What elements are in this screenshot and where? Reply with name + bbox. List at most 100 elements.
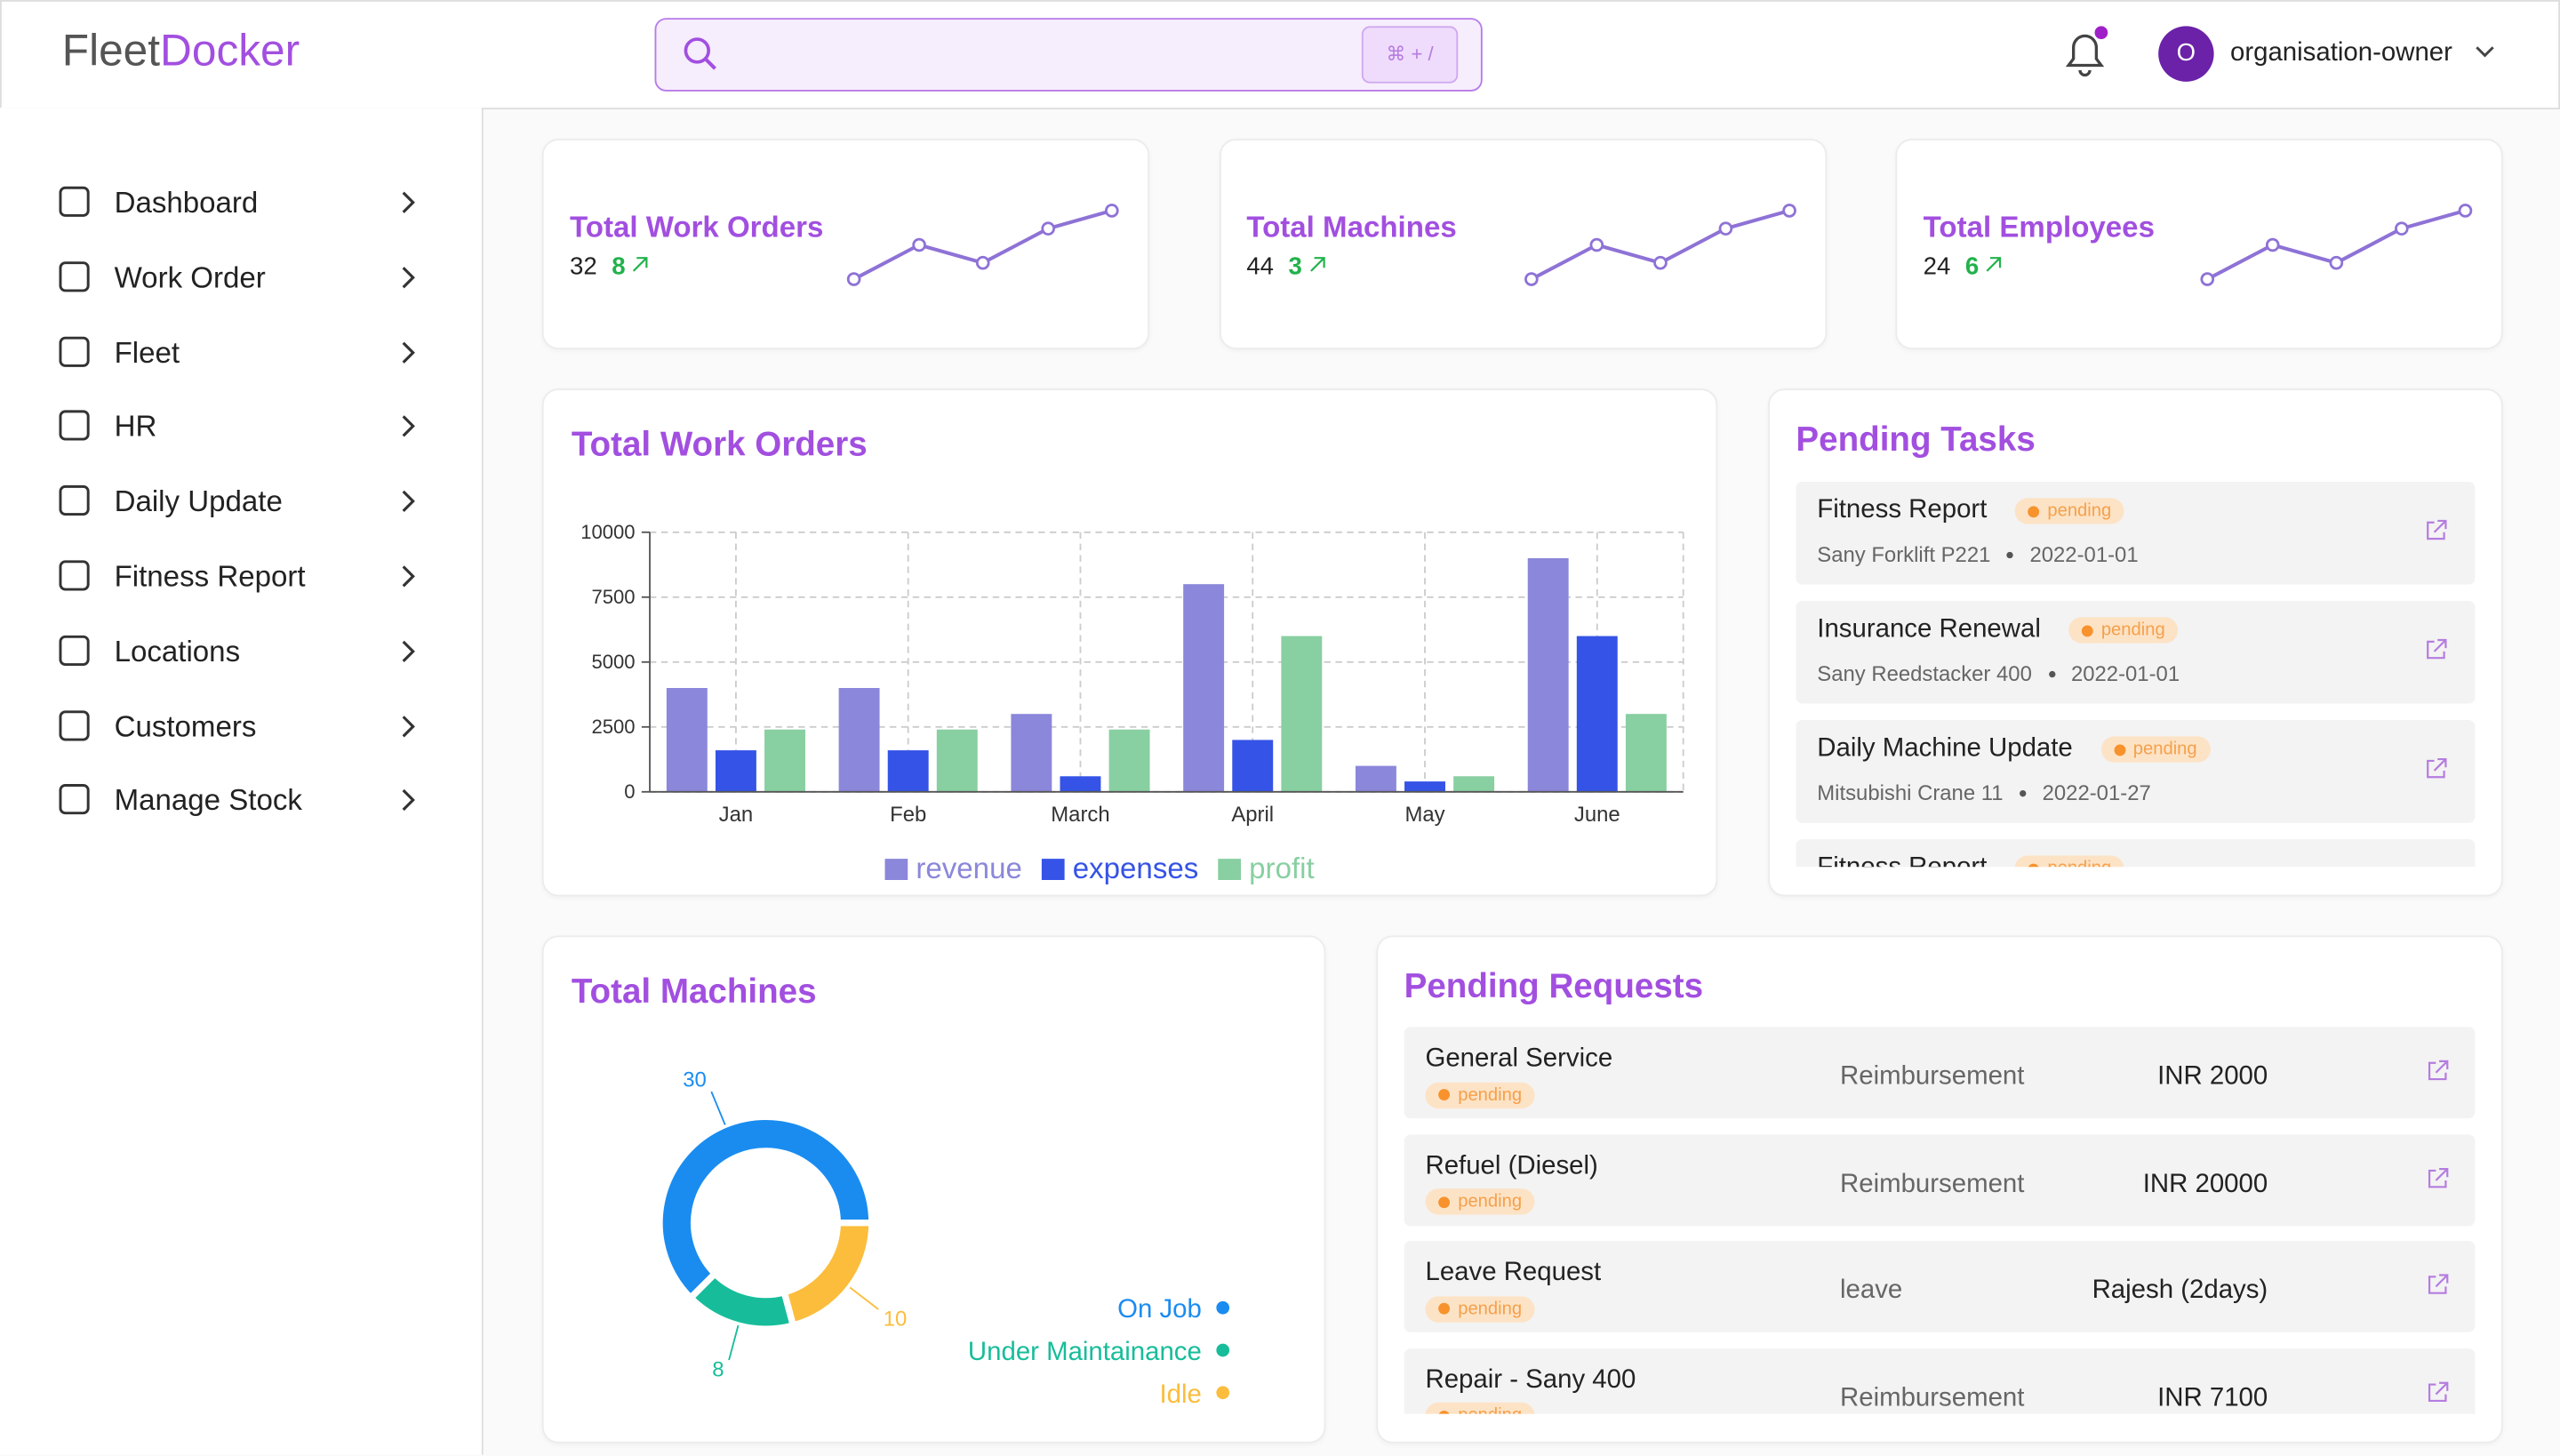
icon	[2428, 1060, 2449, 1081]
nav-icon	[59, 784, 90, 815]
y-tick-label: 2500	[591, 716, 635, 738]
nav-label: HR	[114, 410, 157, 444]
open-link[interactable]	[2426, 1274, 2449, 1297]
donut-chart-card: Total Machines 30 8 10 On Job Under Maintaina…	[541, 935, 1326, 1444]
nav-label: Locations	[114, 635, 241, 668]
sparkline-dot	[2329, 255, 2344, 270]
legend-label: profit	[1249, 852, 1314, 885]
nav-label: Customers	[114, 709, 257, 742]
arrow	[1309, 257, 1324, 272]
stat-card: Total Machines 44 3	[1219, 139, 1827, 350]
nav-item[interactable]: Fleet	[49, 332, 433, 375]
bar	[1232, 740, 1274, 792]
status-badge: pending	[2014, 855, 2124, 868]
pending-tasks-card: Pending Tasks Fitness Report pending Sany …	[1768, 388, 2503, 897]
icon-shape	[59, 784, 90, 815]
request-amount: Rajesh (2days)	[2092, 1276, 2268, 1305]
sidebar	[0, 108, 484, 1455]
task-date: 2022-01-01	[2070, 660, 2180, 686]
stat-card: Total Work Orders 32 8	[541, 139, 1150, 350]
sparkline-dot	[1781, 204, 1796, 218]
open-link[interactable]	[2425, 757, 2448, 780]
nav-chevron	[402, 415, 415, 438]
sparkline-dot	[1717, 221, 1732, 236]
stat-change: 3	[1288, 252, 1302, 281]
nav-item[interactable]: Locations	[49, 631, 433, 674]
sparkline-dot	[1652, 255, 1667, 270]
sparkline	[846, 204, 1119, 286]
icon	[2427, 757, 2447, 779]
nav-item[interactable]: Manage Stock	[49, 781, 433, 824]
donut-slice	[780, 1220, 876, 1330]
search-icon	[684, 37, 716, 70]
nav-label: Daily Update	[114, 484, 283, 518]
nav-item[interactable]: Dashboard	[49, 183, 433, 226]
avatar[interactable]: O	[2158, 26, 2214, 82]
legend-label: expenses	[1073, 852, 1198, 885]
chevron	[402, 491, 415, 513]
leader-line	[710, 1091, 726, 1125]
x-tick-label: April	[1231, 803, 1274, 827]
status-badge: pending	[1425, 1188, 1535, 1215]
status-badge-wrap: pending	[1425, 1186, 1535, 1215]
open-link[interactable]	[2426, 1060, 2449, 1083]
request-type: leave	[1840, 1276, 1903, 1305]
chart-title: Total Machines	[572, 972, 817, 1011]
open-link[interactable]	[2426, 1380, 2449, 1404]
user-menu-chevron[interactable]	[2474, 44, 2497, 60]
bar	[1183, 584, 1225, 792]
separator-dot	[2006, 550, 2014, 558]
data-label: 8	[712, 1357, 724, 1381]
nav-item[interactable]: Work Order	[49, 258, 433, 300]
icon-shape	[59, 560, 90, 591]
sparkline-dot	[2458, 204, 2473, 218]
status-badge-wrap: pending	[1425, 1293, 1535, 1323]
notification-bell[interactable]	[2060, 23, 2116, 82]
nav-item[interactable]: Customers	[49, 707, 433, 749]
nav-chevron	[402, 340, 415, 364]
nav-item[interactable]: Daily Update	[49, 482, 433, 524]
card-title: Pending Tasks	[1796, 420, 2036, 460]
y-tick-label: 7500	[591, 586, 635, 608]
nav-label: Dashboard	[114, 186, 259, 220]
sparkline-dot	[1524, 272, 1538, 286]
open-link[interactable]	[2425, 519, 2448, 542]
bar	[1576, 636, 1618, 792]
bar	[1527, 557, 1569, 792]
chevron	[402, 715, 415, 737]
nav-item[interactable]: HR	[49, 407, 433, 450]
bar-chart: Total Work Orders 0 2500 5000 7500 10000 Jan Fe…	[572, 425, 1684, 885]
chevron	[402, 415, 415, 438]
nav-label: Fitness Report	[114, 560, 306, 593]
legend-swatch	[1041, 859, 1065, 881]
leader-line	[849, 1286, 879, 1310]
status-badge: pending	[1425, 1081, 1535, 1108]
legend-label: Under Maintainance	[968, 1337, 1202, 1366]
task-sub: Mitsubishi Crane 11 2022-01-27	[1817, 780, 2150, 805]
icon-shape	[59, 485, 90, 516]
donut-slice	[656, 1113, 876, 1303]
nav-label: Manage Stock	[114, 784, 302, 818]
sparkline	[2200, 204, 2473, 286]
search-box[interactable]: ⌘ + /	[654, 18, 1483, 92]
stat-values: 44 3	[1246, 253, 1326, 281]
bar	[1108, 729, 1150, 792]
logo[interactable]: FleetDocker	[62, 26, 300, 76]
x-tick-label: Feb	[890, 803, 926, 827]
nav-icon	[59, 411, 90, 442]
legend-dot	[1216, 1386, 1230, 1400]
user-name[interactable]: organisation-owner	[2229, 39, 2452, 68]
status-badge: pending	[2068, 617, 2179, 644]
icon	[2428, 1167, 2449, 1188]
sparkline	[1524, 204, 1796, 286]
open-link[interactable]	[2426, 1166, 2449, 1189]
open-link[interactable]	[2425, 638, 2448, 661]
task-head: Fitness Report pending	[1817, 496, 2124, 525]
bar	[1625, 714, 1667, 792]
request-amount: INR 7100	[2157, 1383, 2268, 1412]
nav-item[interactable]: Fitness Report	[49, 556, 433, 599]
sparkline-dot	[2200, 272, 2215, 286]
sparkline-dot	[1041, 221, 1055, 236]
